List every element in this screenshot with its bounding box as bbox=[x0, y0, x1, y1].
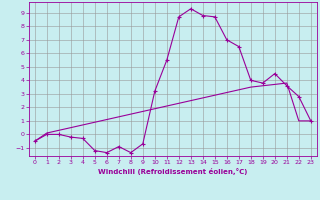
X-axis label: Windchill (Refroidissement éolien,°C): Windchill (Refroidissement éolien,°C) bbox=[98, 168, 247, 175]
